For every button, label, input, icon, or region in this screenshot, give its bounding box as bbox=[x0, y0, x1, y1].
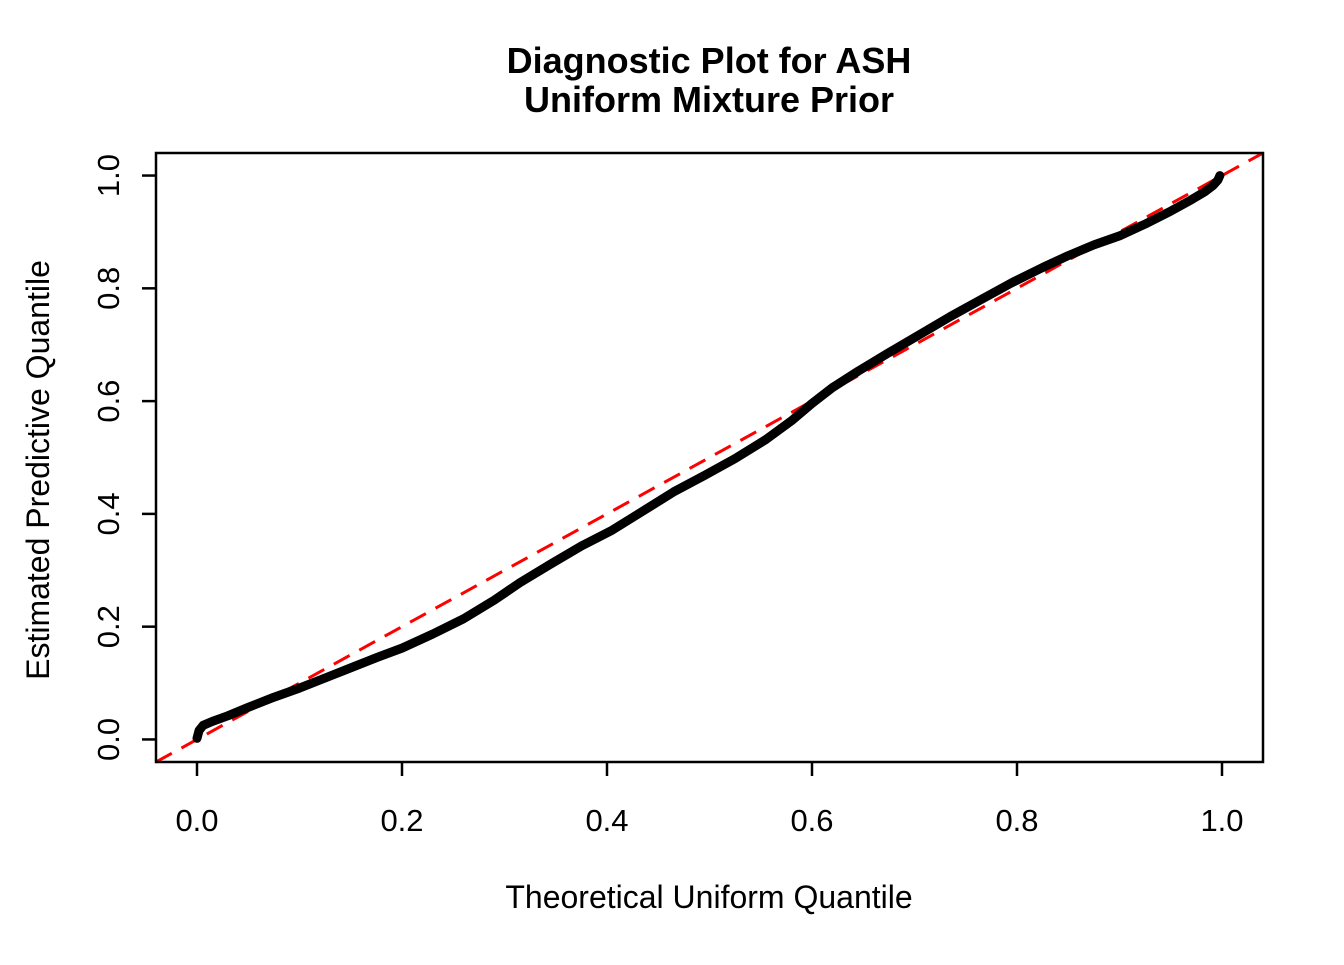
y-tick-label: 0.0 bbox=[91, 718, 126, 761]
x-tick-label: 0.6 bbox=[790, 803, 833, 838]
quantile-curve bbox=[192, 171, 1225, 743]
y-tick-label: 0.2 bbox=[91, 605, 126, 648]
y-tick-label: 0.8 bbox=[91, 267, 126, 310]
plot-title-line1: Diagnostic Plot for ASH bbox=[507, 40, 912, 81]
x-tick-label: 0.2 bbox=[380, 803, 423, 838]
x-tick-label: 1.0 bbox=[1200, 803, 1243, 838]
y-tick-label: 0.4 bbox=[91, 492, 126, 535]
y-tick-label: 1.0 bbox=[91, 154, 126, 197]
y-tick-label: 0.6 bbox=[91, 380, 126, 423]
quantile-curve-layer bbox=[192, 171, 1225, 743]
x-tick-label: 0.8 bbox=[995, 803, 1038, 838]
y-axis: 0.0 0.2 0.4 0.6 0.8 1.0 bbox=[91, 154, 155, 761]
plot-box bbox=[154, 151, 1265, 764]
plot-title-line2: Uniform Mixture Prior bbox=[524, 79, 894, 120]
x-axis: 0.0 0.2 0.4 0.6 0.8 1.0 bbox=[175, 763, 1244, 838]
x-axis-title: Theoretical Uniform Quantile bbox=[505, 879, 912, 915]
x-tick-label: 0.4 bbox=[585, 803, 628, 838]
x-tick-label: 0.0 bbox=[175, 803, 218, 838]
y-axis-title: Estimated Predictive Quantile bbox=[20, 260, 56, 680]
